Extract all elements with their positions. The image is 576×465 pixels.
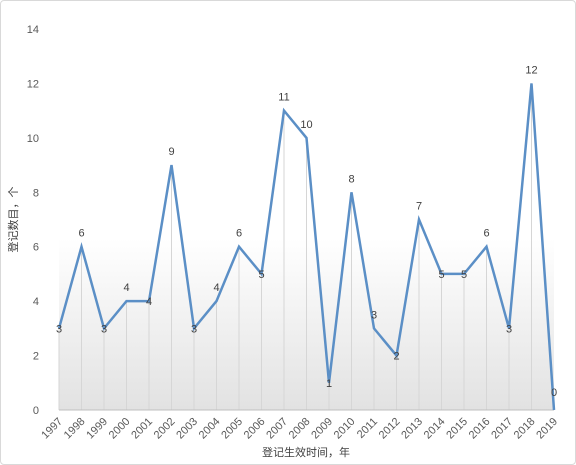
x-tick-label: 2006 [242,416,268,442]
data-label: 0 [551,387,557,399]
data-label: 11 [278,92,289,104]
y-axis-ticks: 0 2 4 6 8 10 12 14 [27,24,39,417]
y-tick-label: 4 [33,296,39,308]
x-tick-label: 2010 [332,416,358,442]
data-label: 8 [348,173,354,185]
x-tick-label: 1997 [39,416,65,442]
data-labels: 3 6 3 4 4 9 3 4 6 5 11 10 1 8 3 2 7 5 5 6 3 12 0 [56,64,557,399]
y-tick-label: 2 [33,351,39,363]
data-label: 3 [506,323,512,335]
x-axis-ticks: 1997199819992000200120022003200420052006… [39,416,560,442]
data-label: 12 [525,64,537,76]
data-label: 2 [393,351,399,363]
x-tick-label: 2013 [399,416,425,442]
x-tick-label: 2000 [107,416,133,442]
x-tick-label: 2015 [444,416,470,442]
data-label: 4 [146,296,152,308]
y-tick-label: 10 [27,133,39,145]
x-tick-label: 2009 [309,416,335,442]
data-label: 5 [438,269,444,281]
data-label: 6 [483,228,489,240]
data-label: 3 [371,309,377,321]
x-tick-label: 2008 [287,416,313,442]
data-label: 1 [326,378,332,390]
y-tick-label: 12 [27,78,39,90]
data-label: 5 [258,269,264,281]
x-tick-label: 2003 [174,416,200,442]
x-tick-label: 2014 [422,416,448,442]
drop-lines [58,83,532,410]
x-tick-label: 1998 [62,416,88,442]
data-label: 4 [213,282,219,294]
x-axis-title: 登记生效时间，年 [262,445,350,459]
x-tick-label: 2011 [355,416,380,441]
data-label: 3 [56,323,62,335]
data-label: 3 [191,323,197,335]
x-tick-label: 2019 [534,416,560,442]
x-tick-label: 2012 [377,416,403,442]
x-tick-label: 2001 [129,416,155,442]
y-tick-label: 6 [33,242,39,254]
data-label: 6 [78,228,84,240]
y-axis-title: 登记数目，个 [6,187,20,253]
y-tick-label: 14 [27,24,39,36]
x-tick-label: 1999 [84,416,110,442]
x-tick-label: 2005 [219,416,245,442]
data-label: 4 [123,282,129,294]
data-label: 3 [101,323,107,335]
data-label: 5 [461,269,467,281]
x-tick-label: 2007 [264,416,290,442]
data-label: 9 [168,146,174,158]
x-tick-label: 2004 [197,416,223,442]
x-tick-label: 2016 [467,416,493,442]
x-tick-label: 2017 [489,416,515,442]
data-label: 10 [300,119,312,131]
series-line [57,83,556,411]
y-tick-label: 0 [33,405,39,417]
y-tick-label: 8 [33,187,39,199]
data-label: 6 [236,228,242,240]
x-tick-label: 2018 [512,416,538,442]
data-label: 7 [416,201,422,213]
x-tick-label: 2002 [152,416,178,442]
